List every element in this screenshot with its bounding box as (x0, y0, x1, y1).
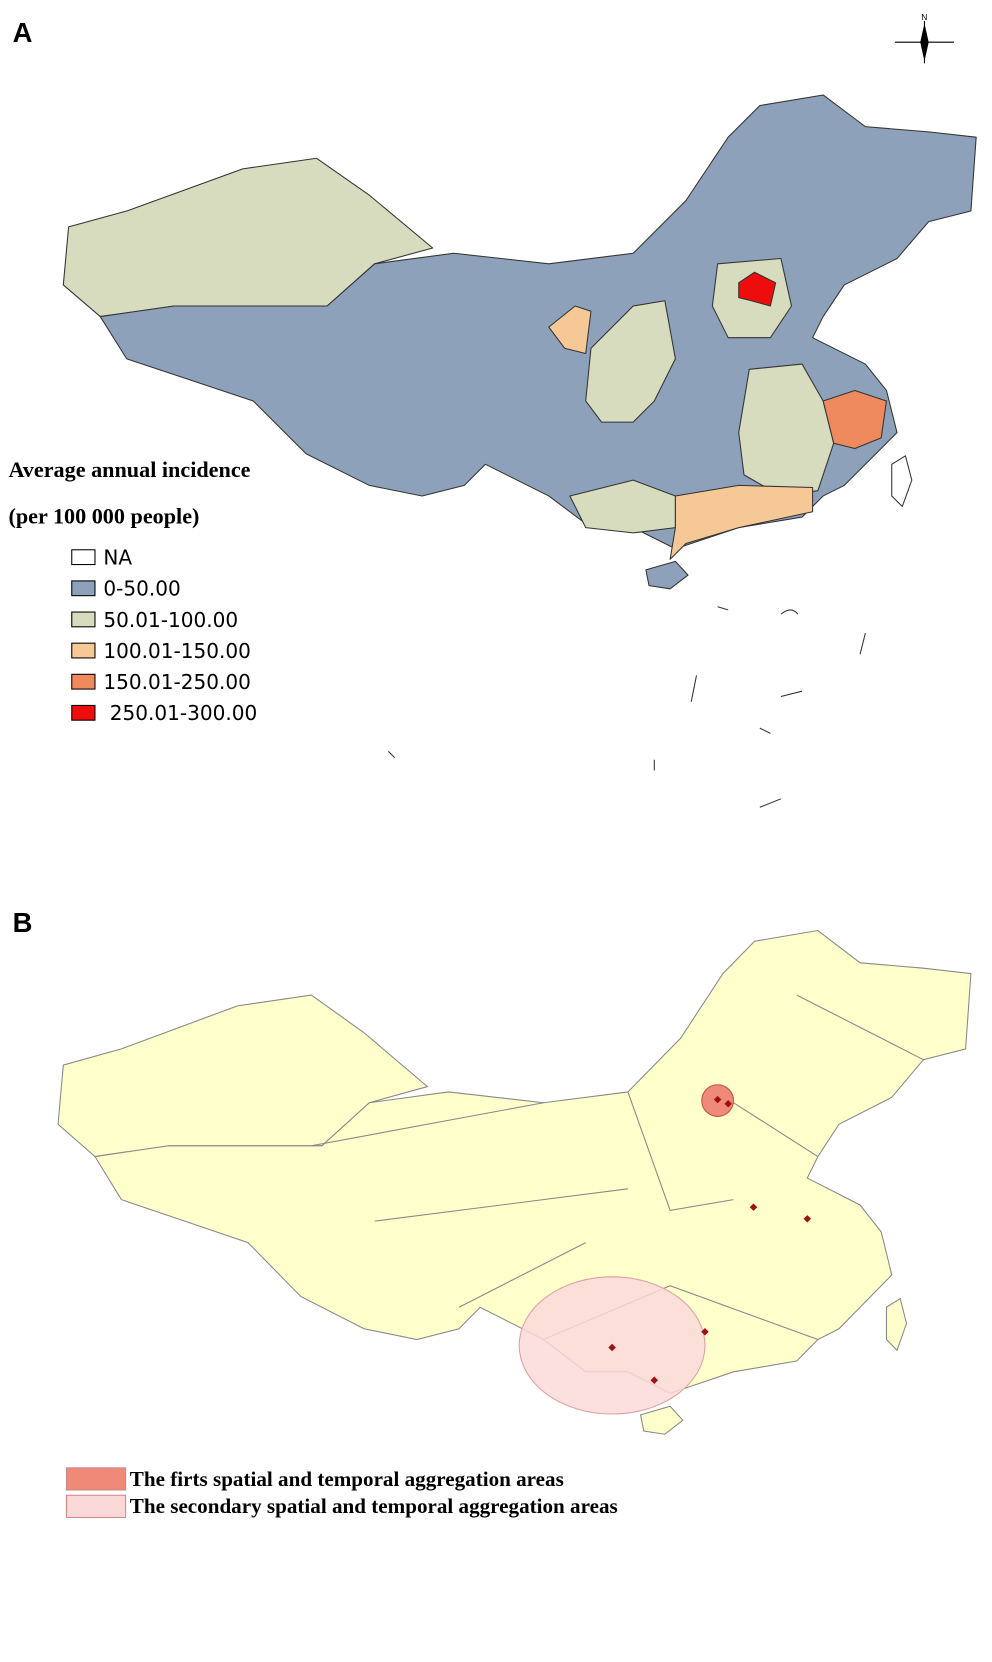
region (645, 560, 689, 590)
legend-label: 0-50.00 (103, 577, 180, 601)
legend-title: Average annual incidence (8, 457, 250, 482)
legend-swatch (71, 580, 96, 597)
compass: N (894, 12, 955, 64)
borders (311, 994, 924, 1341)
compass-label: N (921, 12, 927, 22)
legend-label: 50.01-100.00 (103, 608, 238, 632)
legend-swatch (71, 549, 96, 566)
region (738, 271, 777, 307)
panel-label: B (13, 907, 33, 938)
region (738, 363, 835, 497)
region (885, 1298, 908, 1351)
region (585, 300, 676, 423)
legend-swatch (71, 642, 96, 659)
legend-label: 150.01-250.00 (103, 670, 251, 694)
map (57, 929, 972, 1435)
region (891, 455, 913, 508)
panel-label: A (13, 17, 33, 48)
legend: The firts spatial and temporal aggregati… (65, 1467, 618, 1518)
legend-swatch (65, 1494, 127, 1518)
islands (387, 606, 866, 808)
legend-swatch (71, 673, 96, 690)
region (822, 389, 887, 450)
legend-label: The secondary spatial and temporal aggre… (130, 1494, 618, 1518)
legend-label: The firts spatial and temporal aggregati… (130, 1467, 564, 1491)
legend-label: 100.01-150.00 (103, 639, 251, 663)
map (62, 94, 977, 808)
legend-label: 250.01-300.00 (110, 701, 258, 725)
legend-label: NA (103, 546, 132, 570)
legend: Average annual incidence (per 100 000 pe… (8, 457, 257, 725)
region (548, 305, 592, 355)
cluster-point (749, 1203, 758, 1211)
legend-swatch (71, 611, 96, 628)
region (640, 1405, 684, 1435)
legend-swatch (65, 1467, 127, 1491)
legend-swatch (71, 704, 96, 721)
legend-title: (per 100 000 people) (8, 503, 199, 528)
region (669, 484, 814, 560)
